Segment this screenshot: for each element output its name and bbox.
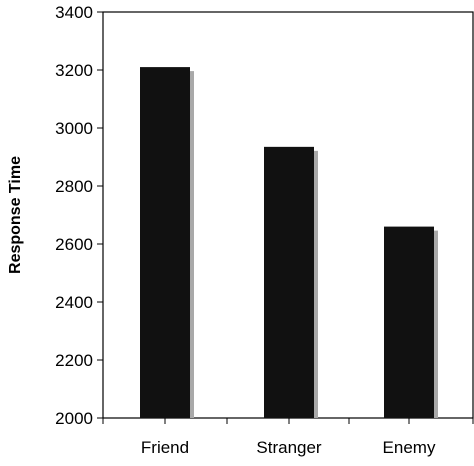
y-tick-label: 2200 (55, 351, 93, 370)
y-tick-label: 3400 (55, 3, 93, 22)
x-tick-label-friend: Friend (141, 438, 189, 457)
y-axis-title: Response Time (7, 156, 24, 274)
bar-enemy (384, 226, 434, 418)
y-tick-label: 3200 (55, 61, 93, 80)
bars-layer (140, 67, 438, 418)
x-tick-label-enemy: Enemy (383, 438, 436, 457)
y-tick-label: 2000 (55, 409, 93, 428)
y-axis: 2000 2200 2400 2600 2800 3000 3200 3400 (55, 3, 103, 428)
y-tick-label: 2600 (55, 235, 93, 254)
y-tick-label: 3000 (55, 119, 93, 138)
bar-friend (140, 67, 190, 418)
x-tick-label-stranger: Stranger (256, 438, 322, 457)
y-tick-label: 2400 (55, 293, 93, 312)
y-tick-label: 2800 (55, 177, 93, 196)
x-axis: Friend Stranger Enemy (102, 418, 474, 457)
bar-stranger (264, 146, 314, 418)
